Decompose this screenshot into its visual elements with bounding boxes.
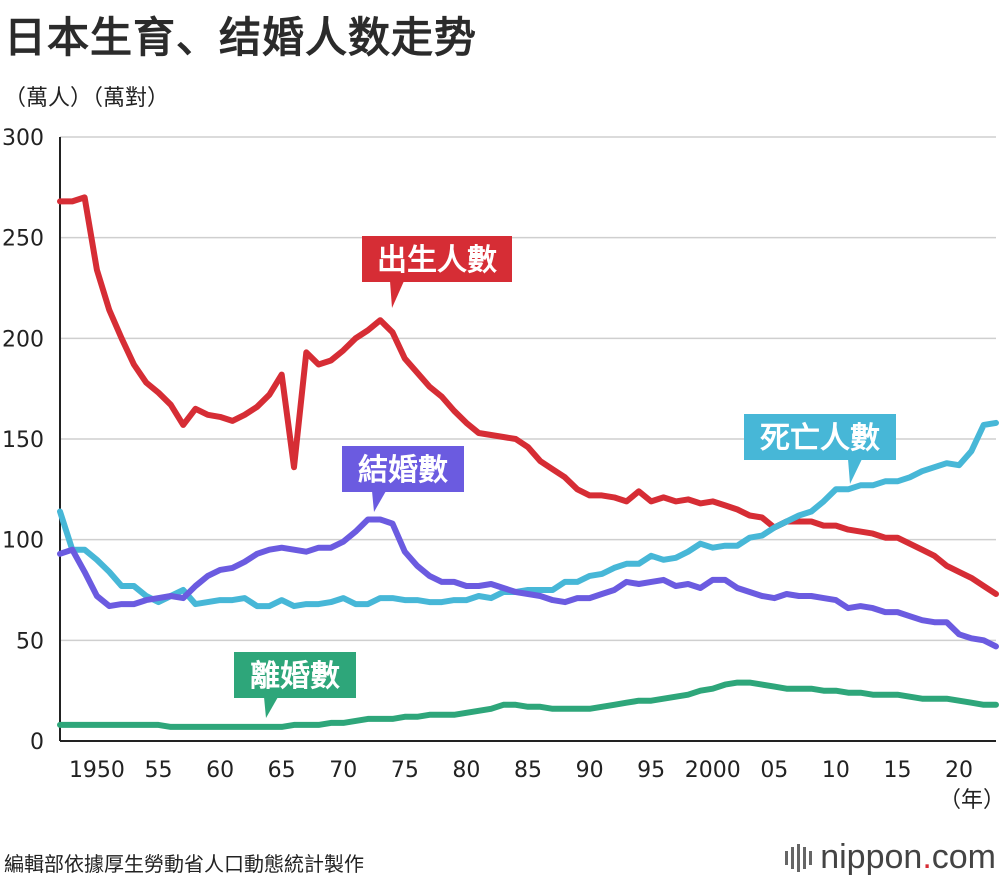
x-tick-label: 85 bbox=[514, 758, 542, 783]
series-label-離婚數: 離婚數 bbox=[234, 652, 356, 718]
y-tick-label: 50 bbox=[16, 629, 44, 654]
x-tick-label: 05 bbox=[760, 758, 788, 783]
x-tick-label: 55 bbox=[145, 758, 173, 783]
x-tick-label: 90 bbox=[576, 758, 604, 783]
x-tick-label: 65 bbox=[268, 758, 296, 783]
logo-dot: . bbox=[922, 838, 932, 876]
x-tick-label: 70 bbox=[329, 758, 357, 783]
y-tick-label: 0 bbox=[30, 730, 44, 755]
series-line-出生人數 bbox=[57, 194, 999, 597]
y-tick-label: 300 bbox=[2, 126, 44, 151]
logo-bars-icon bbox=[785, 843, 813, 872]
svg-text:出生人數: 出生人數 bbox=[377, 243, 497, 278]
svg-text:離婚數: 離婚數 bbox=[250, 659, 340, 694]
series-label-出生人數: 出生人數 bbox=[362, 236, 512, 308]
series-line-結婚數 bbox=[57, 516, 999, 650]
series-label-死亡人數: 死亡人數 bbox=[744, 414, 896, 484]
series-line-死亡人數 bbox=[57, 419, 999, 610]
x-tick-label: 95 bbox=[637, 758, 665, 783]
x-tick-label: 80 bbox=[452, 758, 480, 783]
x-axis-label: （年） bbox=[939, 788, 1000, 813]
series-line-離婚數 bbox=[57, 679, 999, 730]
y-tick-label: 150 bbox=[2, 428, 44, 453]
y-tick-label: 200 bbox=[2, 327, 44, 352]
source-note: 編輯部依據厚生勞動省人口動態統計製作 bbox=[4, 852, 364, 876]
logo-main: nippon bbox=[820, 838, 923, 876]
y-tick-label: 250 bbox=[2, 227, 44, 252]
svg-text:死亡人數: 死亡人數 bbox=[760, 421, 880, 456]
chart-title: 日本生育、结婚人数走势 bbox=[4, 13, 478, 62]
svg-text:結婚數: 結婚數 bbox=[358, 453, 448, 488]
logo-tail: com bbox=[931, 838, 996, 876]
x-tick-label: 20 bbox=[945, 758, 973, 783]
x-tick-label: 60 bbox=[206, 758, 234, 783]
x-tick-label: 1950 bbox=[69, 758, 125, 783]
y-axis-units: （萬人）（萬對） bbox=[4, 86, 170, 111]
x-tick-label: 10 bbox=[822, 758, 850, 783]
nippon-logo: nippon.com bbox=[785, 838, 996, 877]
x-tick-label: 2000 bbox=[685, 758, 741, 783]
x-tick-label: 15 bbox=[883, 758, 911, 783]
series-label-結婚數: 結婚數 bbox=[342, 446, 464, 512]
y-tick-label: 100 bbox=[2, 529, 44, 554]
x-tick-label: 75 bbox=[391, 758, 419, 783]
